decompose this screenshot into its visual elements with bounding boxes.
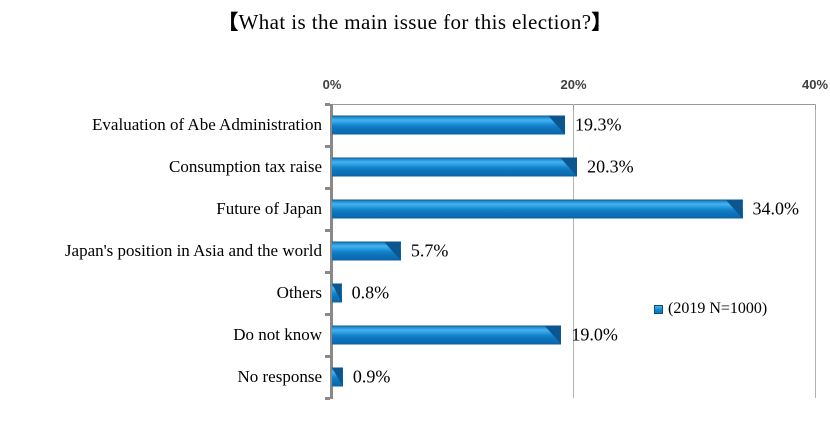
bar-bevel [332,367,343,387]
legend-marker-icon [654,304,663,314]
bar [332,199,743,219]
value-label: 34.0% [752,198,800,219]
bar-row: Evaluation of Abe Administration 19.3% [0,104,830,146]
y-axis-tick [325,186,330,190]
x-tick-label: 0% [322,77,342,92]
bar [332,241,401,261]
gridline-20% [573,104,574,398]
y-axis-tick [325,270,330,274]
value-label: 5.7% [410,240,449,261]
category-label: Consumption tax raise [169,157,322,176]
y-axis-tick [325,396,330,400]
x-axis-tick [814,105,816,110]
bar-bevel [548,115,566,135]
value-label: 19.3% [575,114,622,135]
bar [332,283,342,303]
bar [332,157,578,177]
bar-row: Do not know 19.0% [0,314,830,356]
bar [332,367,343,387]
category-label: Others [276,283,322,302]
gridline-40% [814,104,816,398]
y-axis-tick [325,102,330,106]
category-label: Future of Japan [216,199,322,218]
chart-title: 【What is the main issue for this electio… [0,6,830,35]
y-axis-tick [325,228,330,232]
legend-label: (2019 N=1000) [668,300,768,317]
category-label: Evaluation of Abe Administration [92,115,322,134]
bar [332,325,562,345]
bar-bevel [560,157,578,177]
bar-bevel [725,199,743,219]
category-label: Do not know [233,325,322,344]
y-axis-tick [325,144,330,148]
bar [332,115,566,135]
y-axis-tick [325,312,330,316]
y-axis-tick [325,354,330,358]
value-label: 0.8% [351,282,390,303]
value-label: 19.0% [571,324,618,345]
value-label: 20.3% [587,156,634,177]
title-bracket-left: 【 [218,10,239,34]
bar-row: Consumption tax raise 20.3% [0,146,830,188]
bar-bevel [544,325,562,345]
x-axis-tick [573,105,574,110]
bar-bevel [332,283,342,303]
value-label: 0.9% [352,366,391,387]
bar-row: Others 0.8% [0,272,830,314]
title-bracket-right: 】 [591,10,612,34]
category-label: No response [237,367,322,386]
category-label: Japan's position in Asia and the world [64,241,322,260]
x-tick-label: 40% [801,77,829,92]
bar-bevel [383,241,401,261]
y-axis-line [330,104,333,399]
legend: (2019 N=1000) [654,300,767,318]
x-axis-line [332,104,816,105]
chart-title-text: What is the main issue for this election… [238,10,592,34]
bar-row: Japan's position in Asia and the world 5.… [0,230,830,272]
bar-row: Future of Japan 34.0% [0,188,830,230]
bar-row: No response 0.9% [0,356,830,398]
x-tick-label: 20% [560,77,587,92]
